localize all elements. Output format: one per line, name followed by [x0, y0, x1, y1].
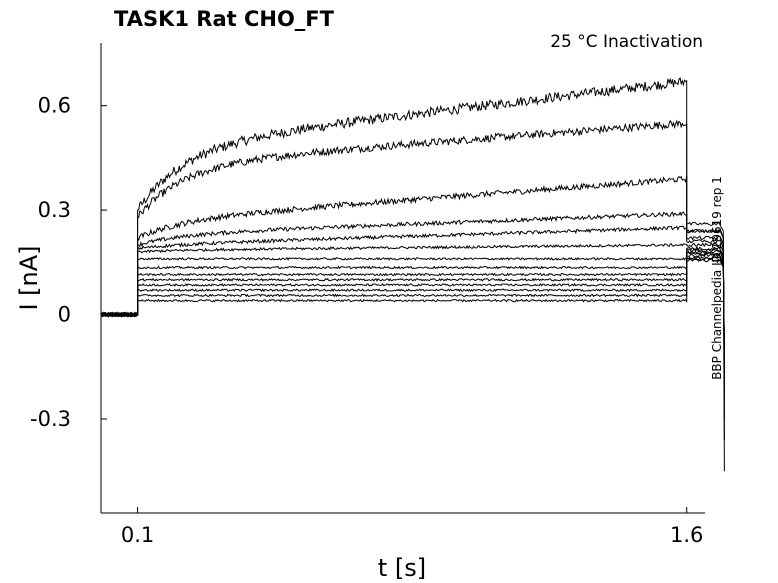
traces [100, 77, 725, 472]
sweep-trace-5 [100, 225, 725, 392]
sweep-trace-10 [100, 250, 725, 360]
x-axis-label: t [s] [378, 554, 426, 582]
sweep-trace-13 [100, 256, 725, 350]
y-tick-label: 0.3 [38, 198, 71, 222]
plot-area: 0.6 0.3 0 -0.3 0.1 1.6 [30, 43, 725, 547]
x-tick-label: 1.6 [670, 523, 703, 547]
sweep-trace-12 [100, 254, 725, 353]
sweep-trace-1 [100, 77, 725, 472]
side-label: BBP Channelpedia ID 29619 rep 1 [710, 176, 724, 380]
chart-subtitle: 25 °C Inactivation [550, 32, 703, 52]
y-tick-label: -0.3 [30, 407, 71, 431]
y-tick-label: 0.6 [38, 94, 71, 118]
x-tick-label: 0.1 [121, 523, 154, 547]
sweep-trace-9 [100, 249, 725, 364]
x-ticks: 0.1 1.6 [121, 507, 703, 547]
y-axis-label: I [nA] [15, 245, 43, 310]
sweep-trace-6 [100, 242, 725, 381]
sweep-trace-8 [100, 247, 725, 367]
sweep-trace-7 [100, 245, 725, 374]
sweep-trace-14 [100, 258, 725, 346]
y-tick-label: 0 [58, 303, 71, 327]
sweep-trace-3 [100, 175, 725, 420]
y-ticks: 0.6 0.3 0 -0.3 [30, 94, 107, 431]
sweep-trace-2 [100, 119, 725, 440]
sweep-trace-11 [100, 252, 725, 357]
chart-title: TASK1 Rat CHO_FT [114, 7, 335, 31]
sweep-trace-4 [100, 211, 725, 402]
